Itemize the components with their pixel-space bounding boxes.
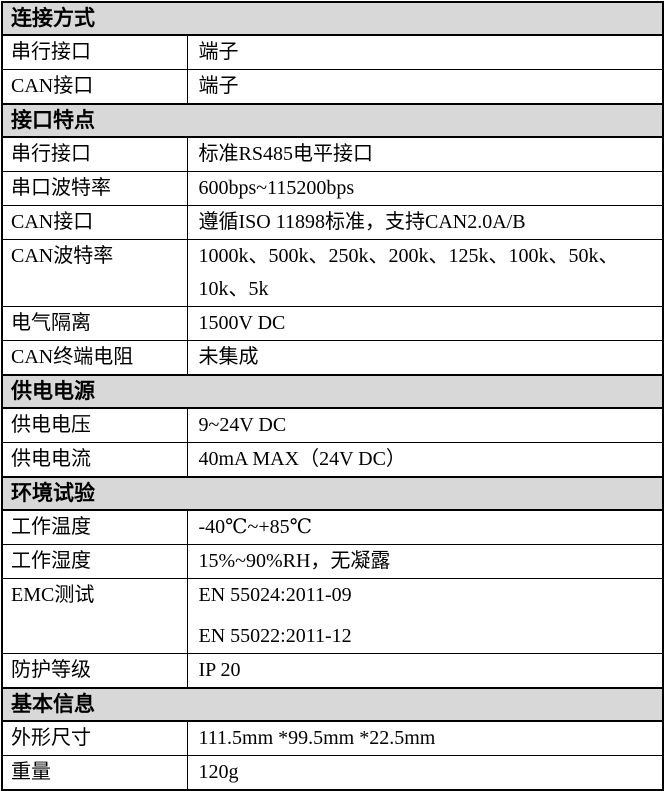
spec-value: 遵循ISO 11898标准，支持CAN2.0A/B [186, 205, 664, 240]
spec-label: CAN接口 [1, 69, 188, 105]
spec-label: CAN接口 [1, 205, 188, 240]
spec-row: 串口波特率 600bps~115200bps [1, 171, 664, 206]
spec-row: CAN波特率 1000k、500k、250k、200k、125k、100k、50… [1, 239, 664, 307]
spec-label: 供电电压 [1, 407, 188, 443]
spec-label: CAN波特率 [1, 239, 188, 307]
spec-value: 未集成 [186, 340, 664, 376]
spec-label: 供电电流 [1, 442, 188, 478]
section-title: 连接方式 [1, 1, 664, 36]
spec-label: 外形尺寸 [1, 720, 188, 756]
section-row-power: 供电电源 [1, 374, 664, 409]
spec-value: 1000k、500k、250k、200k、125k、100k、50k、10k、5… [186, 239, 664, 307]
spec-label: 电气隔离 [1, 306, 188, 341]
spec-row: 串行接口 端子 [1, 34, 664, 70]
spec-label: 工作温度 [1, 509, 188, 545]
spec-row: 防护等级 IP 20 [1, 653, 664, 689]
section-title: 供电电源 [1, 374, 664, 409]
spec-value: 15%~90%RH，无凝露 [186, 544, 664, 579]
spec-row: CAN接口 端子 [1, 69, 664, 105]
spec-row: 工作湿度 15%~90%RH，无凝露 [1, 544, 664, 579]
spec-row: CAN接口 遵循ISO 11898标准，支持CAN2.0A/B [1, 205, 664, 240]
spec-label: 串行接口 [1, 136, 188, 172]
spec-value: 1500V DC [186, 306, 664, 341]
spec-label: 防护等级 [1, 653, 188, 689]
spec-value: 标准RS485电平接口 [186, 136, 664, 172]
section-row-connection: 连接方式 [1, 1, 664, 36]
spec-value: IP 20 [186, 653, 664, 689]
spec-label: 重量 [1, 755, 188, 791]
spec-row: 供电电流 40mA MAX（24V DC） [1, 442, 664, 478]
spec-value: 600bps~115200bps [186, 171, 664, 206]
emc-standard-line: EN 55022:2011-12 [198, 625, 352, 647]
spec-value: 端子 [186, 34, 664, 70]
spec-label: 串口波特率 [1, 171, 188, 206]
section-row-interface: 接口特点 [1, 103, 664, 138]
spec-row: 工作温度 -40℃~+85℃ [1, 509, 664, 545]
spec-row: 串行接口 标准RS485电平接口 [1, 136, 664, 172]
spec-label: 工作湿度 [1, 544, 188, 579]
spec-label: 串行接口 [1, 34, 188, 70]
spec-label: EMC测试 [1, 578, 188, 654]
spec-value: 111.5mm *99.5mm *22.5mm [186, 720, 664, 756]
spec-value: 端子 [186, 69, 664, 105]
emc-standard-line: EN 55024:2011-09 [198, 584, 352, 606]
spec-row: 重量 120g [1, 755, 664, 791]
spec-row: EMC测试 EN 55024:2011-09 EN 55022:2011-12 [1, 578, 664, 654]
section-row-basic-info: 基本信息 [1, 687, 664, 722]
spec-value: 40mA MAX（24V DC） [186, 442, 664, 478]
spec-row: 外形尺寸 111.5mm *99.5mm *22.5mm [1, 720, 664, 756]
section-title: 基本信息 [1, 687, 664, 722]
spec-row: 供电电压 9~24V DC [1, 407, 664, 443]
spec-value: EN 55024:2011-09 EN 55022:2011-12 [186, 578, 664, 654]
section-title: 接口特点 [1, 103, 664, 138]
spec-row: CAN终端电阻 未集成 [1, 340, 664, 376]
spec-value: 120g [186, 755, 664, 791]
spec-value: -40℃~+85℃ [186, 509, 664, 545]
spec-value: 9~24V DC [186, 407, 664, 443]
section-row-environment: 环境试验 [1, 476, 664, 511]
section-title: 环境试验 [1, 476, 664, 511]
spec-label: CAN终端电阻 [1, 340, 188, 376]
spec-row: 电气隔离 1500V DC [1, 306, 664, 341]
